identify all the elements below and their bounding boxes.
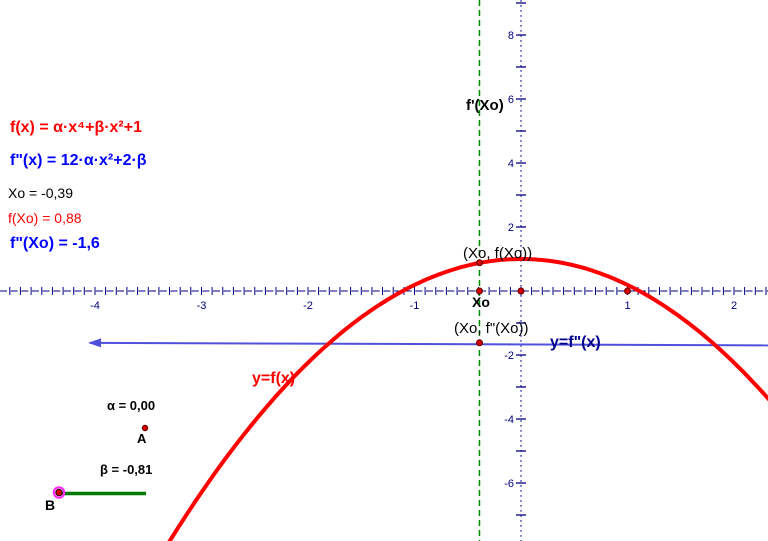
beta-slider-value: β = -0,81 (100, 462, 153, 477)
left-arrow-icon (88, 338, 101, 348)
svg-text:6: 6 (508, 94, 514, 106)
svg-text:1: 1 (624, 300, 630, 312)
svg-text:-3: -3 (197, 300, 207, 312)
svg-text:-4: -4 (90, 300, 100, 312)
svg-text:-4: -4 (504, 414, 514, 426)
point (476, 339, 483, 347)
point-b (55, 488, 63, 497)
svg-text:4: 4 (508, 158, 514, 170)
label-y-equals-f-second: y=f"(x) (550, 334, 601, 351)
label-point-xo-f2xo: (Xo, f"(Xo)) (454, 320, 529, 337)
point-b-halo (52, 486, 66, 499)
formula-f: f(x) = α·x⁴+β·x²+1 (10, 119, 142, 136)
value-f-of-xo: f(Xo) = 0,88 (8, 210, 82, 226)
point (624, 287, 631, 295)
point-a-label: A (137, 431, 147, 446)
svg-text:8: 8 (508, 30, 514, 42)
label-point-xo-fxo: (Xo, f(Xo)) (463, 245, 533, 262)
formula-f-second: f"(x) = 12·α·x²+2·β (10, 152, 147, 169)
svg-text:-6: -6 (504, 478, 514, 490)
label-y-equals-f: y=f(x) (252, 370, 296, 387)
svg-text:-2: -2 (504, 350, 514, 362)
alpha-slider[interactable] (141, 424, 149, 432)
svg-text:2: 2 (508, 222, 514, 234)
point (476, 287, 483, 295)
construction-points[interactable] (476, 259, 631, 347)
point (476, 259, 483, 267)
svg-text:-2: -2 (303, 300, 313, 312)
beta-slider[interactable] (52, 486, 146, 499)
svg-text:2: 2 (731, 300, 737, 312)
f-curve[interactable] (148, 257, 768, 541)
f-second-derivative-line[interactable] (88, 338, 768, 348)
point-b-label: B (45, 497, 56, 513)
alpha-slider-value: α = 0,00 (107, 398, 156, 413)
point (517, 287, 525, 295)
y-axis: 8 6 4 2 -2 -4 -6 (504, 0, 526, 541)
label-xo-on-axis: Xo (472, 294, 490, 310)
value-xo: Xo = -0,39 (8, 185, 73, 201)
point-a (141, 424, 149, 432)
svg-text:-1: -1 (410, 300, 420, 312)
value-f-second-of-xo: f"(Xo) = -1,6 (10, 235, 100, 252)
label-f-prime-xo: f'(Xo) (466, 97, 504, 114)
